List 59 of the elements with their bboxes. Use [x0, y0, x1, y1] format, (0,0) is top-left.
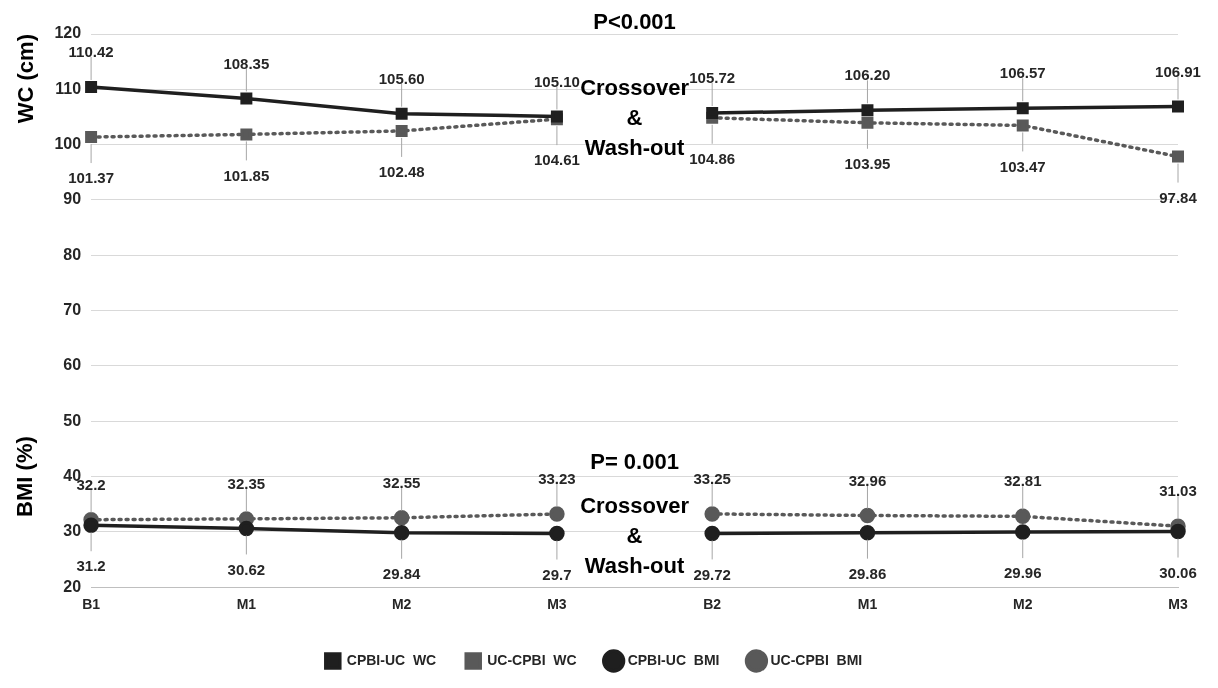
- data-label: 108.35: [223, 54, 270, 72]
- data-label: 31.2: [76, 557, 106, 575]
- data-label: 30.62: [227, 560, 266, 578]
- legend-label: CPBI-UC WC: [346, 651, 437, 668]
- text: P<0.001: [593, 9, 676, 34]
- data-label: 105.60: [378, 69, 425, 87]
- data-label: 106.57: [999, 64, 1046, 82]
- data-label: 104.86: [689, 149, 736, 167]
- x-tick-label: M2: [391, 596, 412, 613]
- data-label: 29.7: [542, 565, 572, 583]
- text: BMI (%): [12, 436, 38, 517]
- annotation: Crossover & Wash-out: [580, 493, 690, 579]
- data-label: 32.96: [848, 471, 887, 489]
- y-tick-label: 80: [63, 245, 82, 263]
- data-label: 106.20: [844, 66, 891, 84]
- data-label: 103.95: [844, 154, 891, 172]
- data-label: 31.03: [1159, 482, 1197, 500]
- data-label: 104.61: [533, 151, 580, 169]
- legend-label: UC-CPBI BMI: [770, 651, 863, 668]
- y-tick-label: 50: [63, 411, 82, 429]
- data-label: 97.84: [1159, 188, 1198, 206]
- y-axis-title: WC (cm): [13, 34, 39, 124]
- data-label: 101.37: [68, 169, 115, 187]
- data-label: 29.72: [693, 565, 731, 583]
- x-tick-label: M3: [547, 596, 567, 613]
- data-label: 32.81: [1003, 472, 1042, 490]
- y-tick-label: 110: [55, 79, 82, 97]
- y-tick-label: 90: [63, 190, 82, 208]
- legend-label: UC-CPBI WC: [487, 651, 577, 668]
- data-label: 33.23: [538, 470, 576, 488]
- data-label: 29.84: [382, 564, 422, 582]
- annotation: P= 0.001: [590, 448, 679, 474]
- y-tick-label: 100: [54, 135, 82, 153]
- y-tick-label: 70: [63, 301, 82, 319]
- y-tick-label: 20: [63, 577, 82, 595]
- data-label: 29.86: [848, 564, 887, 582]
- legend-label: CPBI-UC BMI: [627, 651, 720, 668]
- data-label: 32.35: [227, 475, 266, 493]
- x-tick-label: M3: [1168, 596, 1188, 613]
- y-tick-label: 60: [63, 356, 82, 374]
- x-tick-label: B1: [82, 596, 101, 613]
- data-label: 110.42: [68, 43, 114, 61]
- y-tick-label: 30: [63, 522, 82, 540]
- data-label: 33.25: [693, 470, 731, 488]
- x-tick-label: M1: [236, 596, 257, 613]
- y-tick-label: 120: [54, 24, 82, 42]
- data-label: 101.85: [223, 166, 270, 184]
- data-label: 105.72: [689, 69, 736, 87]
- x-tick-label: B2: [703, 596, 722, 613]
- data-label: 32.55: [382, 473, 421, 491]
- data-label: 30.06: [1159, 563, 1197, 581]
- data-label: 106.91: [1155, 62, 1201, 80]
- data-label: 103.47: [999, 157, 1046, 175]
- annotation: Crossover & Wash-out: [580, 75, 690, 161]
- x-tick-label: M1: [857, 596, 878, 613]
- x-tick-label: M2: [1013, 596, 1033, 613]
- data-label: 105.10: [533, 72, 580, 90]
- data-label: 102.48: [378, 163, 425, 181]
- data-label: 29.96: [1003, 564, 1042, 582]
